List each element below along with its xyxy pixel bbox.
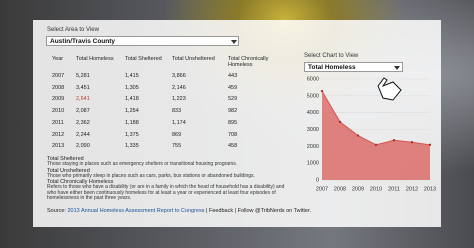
note-title: Total Sheltered: [47, 156, 84, 162]
table-cell: 2,641: [76, 96, 90, 103]
table-cell: 1,188: [125, 119, 139, 126]
table-cell: 1,174: [172, 119, 186, 126]
table-cell: 1,305: [125, 84, 139, 91]
follow-text[interactable]: Follow @TribNerds on Twitter.: [237, 208, 312, 214]
table-cell: 1,375: [125, 131, 139, 138]
table-cell: 3,866: [172, 73, 186, 79]
table-cell: 2011: [52, 119, 64, 126]
column-header: Total Sheltered: [125, 56, 162, 62]
table-cell: 443: [228, 73, 238, 79]
note-title: Total Unsheltered: [47, 167, 90, 174]
table-cell: 2,244: [76, 131, 90, 138]
table-cell: 2,087: [76, 108, 90, 115]
column-header: Total Unsheltered: [172, 56, 215, 62]
table-cell: 1,415: [125, 73, 139, 79]
chart-dropdown[interactable]: Total Homeless: [304, 62, 403, 72]
table-cell: 529: [228, 96, 238, 103]
table-cell: 1,418: [125, 96, 139, 103]
area-selected: Austin/Travis County: [50, 38, 116, 45]
area-dropdown[interactable]: Austin/Travis County: [46, 36, 239, 46]
table-cell: 5,281: [76, 73, 90, 79]
table-cell: 3,451: [76, 84, 90, 91]
notes: Total Sheltered Those staying in places s…: [47, 156, 292, 202]
table-cell: 2010: [52, 108, 65, 115]
note-text: Those staying in places such as emergenc…: [47, 161, 238, 167]
area-label: Select Area to View: [47, 27, 99, 33]
table-cell: 2,362: [76, 119, 90, 126]
note-title: Total Chronically Homeless: [47, 179, 114, 185]
table-cell: 869: [172, 131, 182, 138]
table-cell: 2008: [52, 84, 65, 91]
column-header: Total Homeless: [76, 56, 114, 62]
dropdown-arrow: [231, 40, 237, 44]
table-cell: 833: [172, 108, 182, 115]
table-cell: 2,146: [172, 84, 186, 91]
note-text: Refers to those who have a disability (o…: [47, 184, 285, 201]
table-cell: 1,254: [125, 108, 139, 115]
source-label: Source:: [47, 208, 66, 214]
table-cell: 1,223: [172, 96, 186, 103]
dropdown-arrow: [394, 66, 400, 70]
table-cell: 2007: [52, 73, 65, 79]
column-header: Total Chronically Homeless: [228, 56, 269, 68]
table-cell: 2,090: [76, 143, 90, 150]
table-cell: 755: [172, 143, 182, 150]
table-cell: 708: [228, 131, 238, 138]
table-cell: 2013: [52, 143, 65, 150]
table-cell: 458: [228, 143, 238, 150]
table-cell: 982: [228, 108, 238, 115]
note-text: Those who primarily sleep in places such…: [47, 172, 255, 179]
feedback-link[interactable]: | Feedback |: [206, 208, 237, 214]
table-cell: 895: [228, 119, 238, 126]
table-cell: 459: [228, 84, 238, 91]
table-cell: 2012: [52, 131, 65, 138]
footer: Source: 2013 Annual Homeless Assessment …: [47, 208, 311, 214]
table-cell: 2009: [52, 96, 65, 103]
source-link[interactable]: 2013 Annual Homeless Assessment Report t…: [67, 208, 205, 214]
table-cell: 1,335: [125, 143, 139, 150]
chart-selector-label: Select Chart to View: [304, 53, 359, 59]
chart-selected: Total Homeless: [308, 64, 356, 71]
column-header: Year: [52, 56, 64, 62]
